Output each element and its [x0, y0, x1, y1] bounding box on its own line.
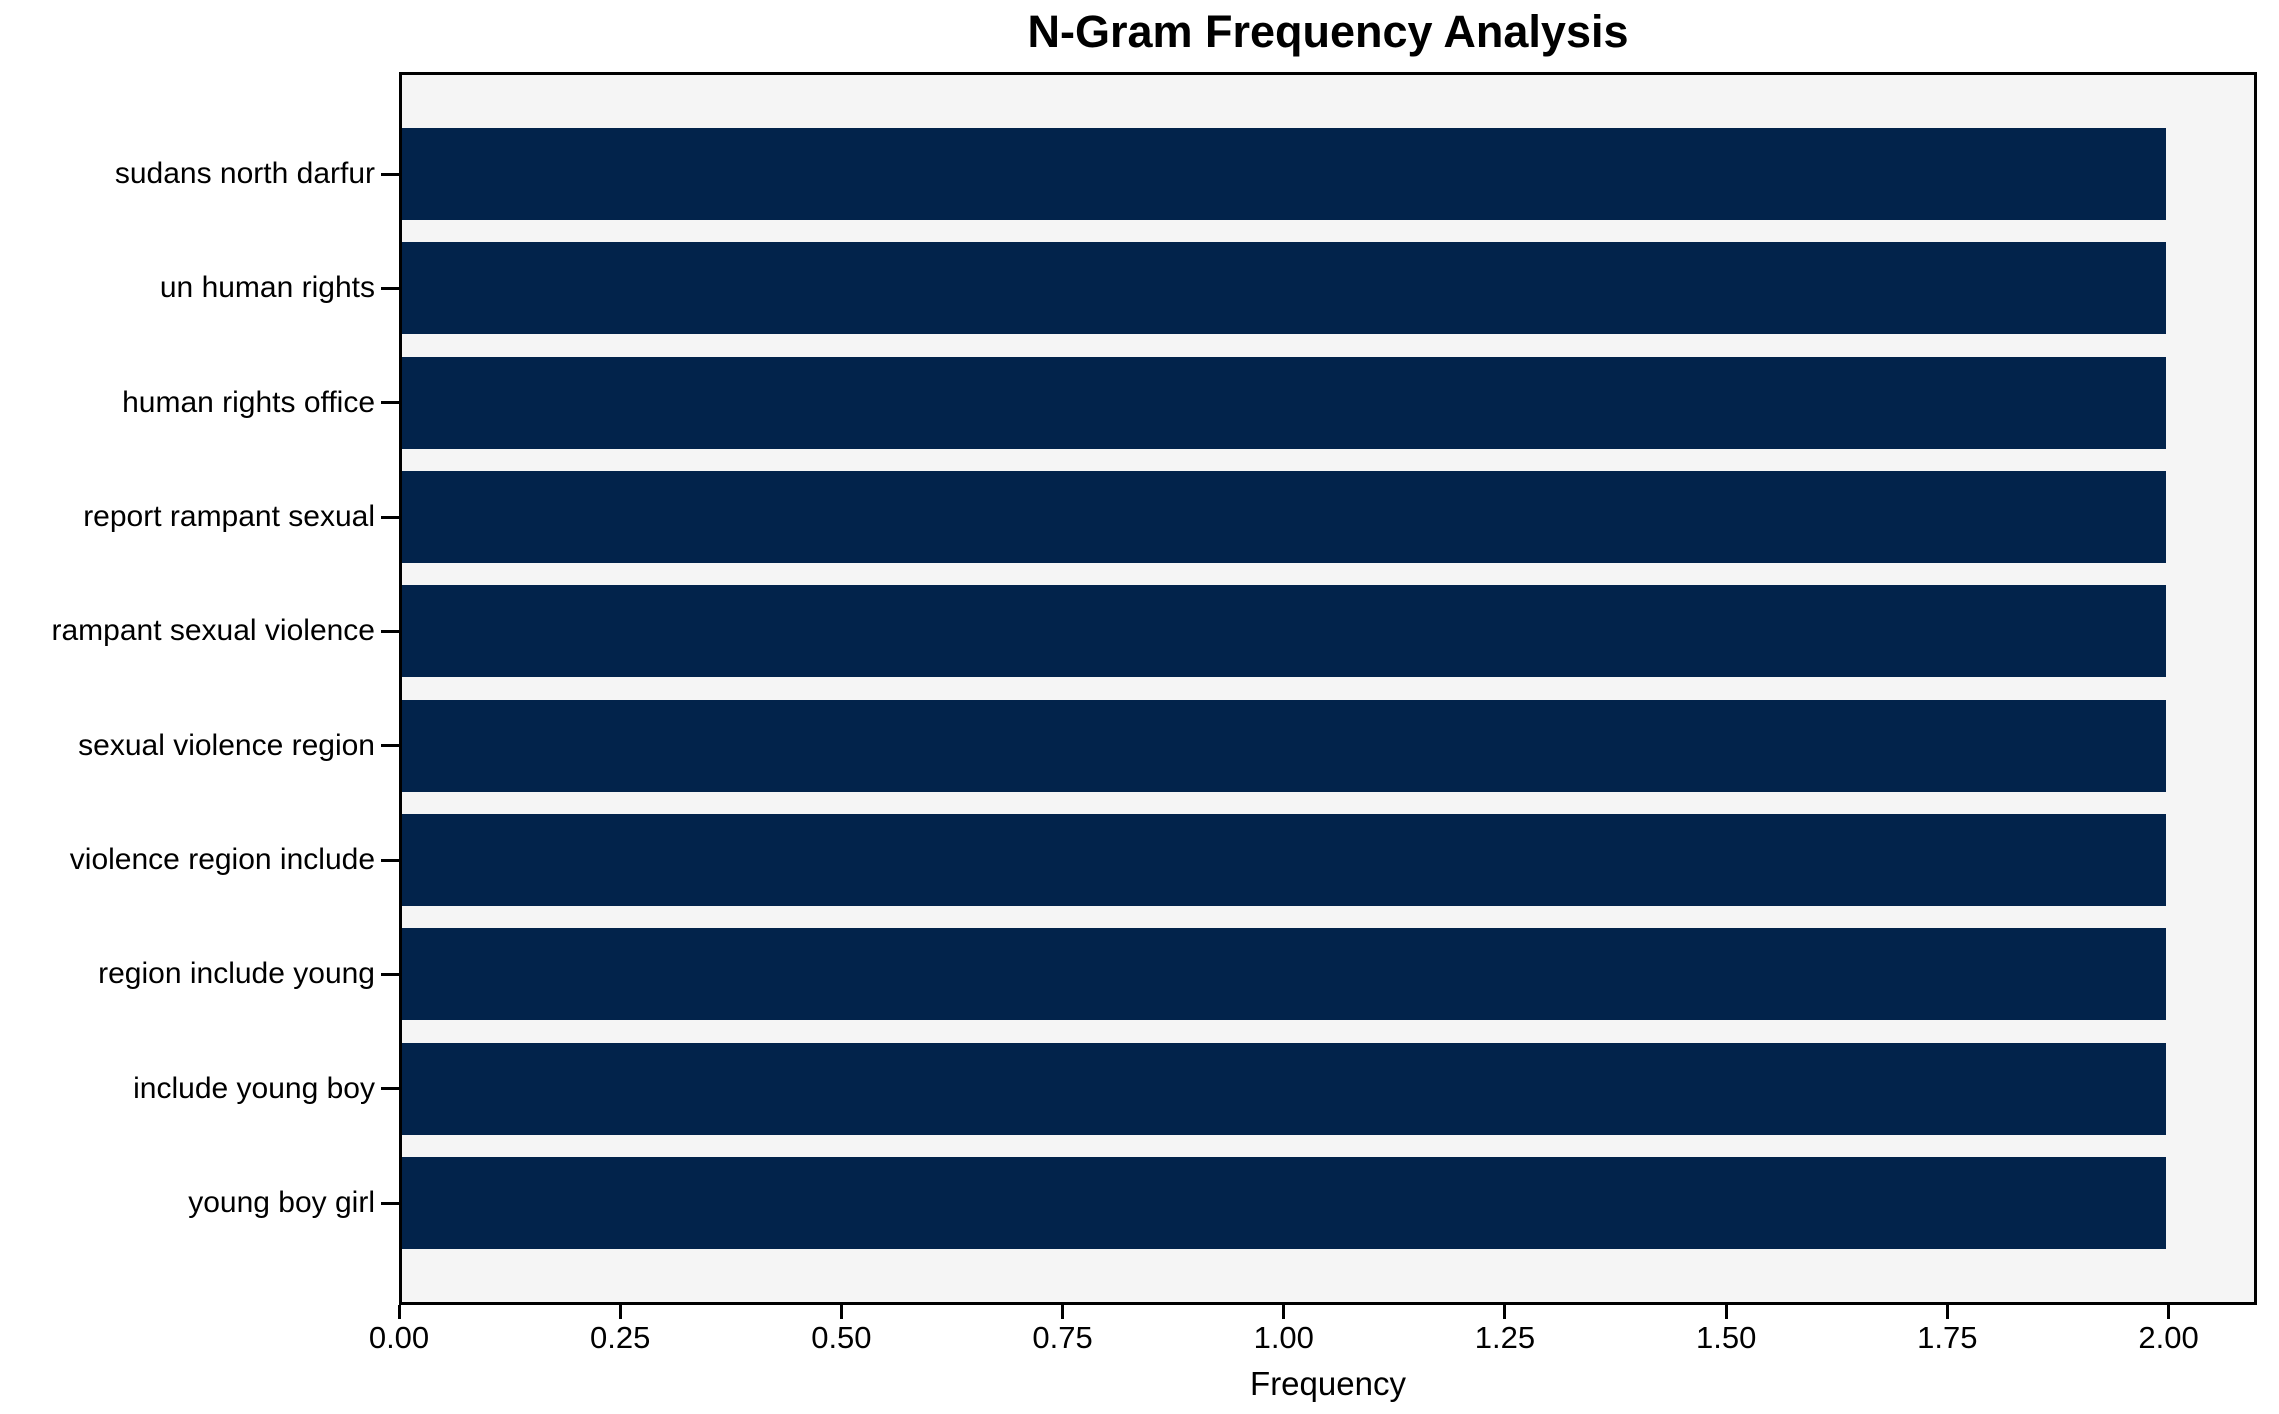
y-tick-mark [381, 1087, 399, 1091]
bar-row [402, 242, 2254, 335]
bar [402, 813, 2166, 906]
y-tick-label: include young boy [133, 1071, 375, 1105]
x-tick-label: 0.50 [811, 1320, 872, 1355]
bar-row [402, 356, 2254, 449]
bars-container [402, 75, 2254, 1302]
y-tick-label: rampant sexual violence [51, 614, 375, 648]
x-tick-mark [618, 1305, 622, 1319]
bar-row [402, 813, 2254, 906]
x-axis-label: Frequency [1250, 1365, 1406, 1402]
x-tick-label: 0.25 [590, 1320, 651, 1355]
x-tick-label: 1.50 [1695, 1320, 1757, 1355]
x-tick-label: 1.25 [1474, 1320, 1536, 1355]
y-tick-mark [381, 744, 399, 748]
bar [402, 242, 2166, 335]
y-tick-mark [381, 629, 399, 633]
bar-row [402, 128, 2254, 220]
y-tick-mark [381, 1201, 399, 1205]
bar-row [402, 699, 2254, 792]
x-tick-mark [1282, 1305, 1286, 1319]
x-tick-label: 2.00 [2138, 1320, 2199, 1355]
y-tick-label: report rampant sexual [83, 500, 375, 533]
x-tick-mark [1503, 1305, 1507, 1319]
bar [402, 1156, 2166, 1249]
x-tick-mark [1724, 1305, 1728, 1319]
bar [402, 1042, 2166, 1135]
plot-area [399, 72, 2257, 1305]
y-tick-label: un human rights [159, 271, 375, 305]
y-tick-label: violence region include [69, 843, 375, 876]
bar [402, 928, 2166, 1021]
bar-row [402, 928, 2254, 1021]
x-tick-label: 1.75 [1917, 1320, 1978, 1355]
chart-title: N-Gram Frequency Analysis [1027, 6, 1629, 57]
y-tick-label: human rights office [122, 385, 375, 419]
y-tick-label: sexual violence region [78, 728, 375, 762]
x-tick-mark [1061, 1305, 1065, 1319]
y-tick-mark [381, 972, 399, 976]
y-tick-mark [381, 858, 399, 862]
bar [402, 585, 2166, 678]
bar [402, 356, 2166, 449]
bar-row [402, 1042, 2254, 1135]
x-tick-label: 1.00 [1253, 1320, 1314, 1355]
x-tick-label: 0.75 [1032, 1320, 1093, 1355]
bar [402, 470, 2166, 563]
x-tick-mark [2167, 1305, 2171, 1319]
bar [402, 699, 2166, 792]
bar [402, 128, 2166, 220]
bar-row [402, 470, 2254, 563]
bar-row [402, 1156, 2254, 1249]
y-tick-mark [381, 286, 399, 290]
x-tick-mark [1945, 1305, 1949, 1319]
y-tick-label: sudans north darfur [114, 157, 375, 190]
bar-row [402, 585, 2254, 678]
x-tick-mark [839, 1305, 843, 1319]
y-tick-label: young boy girl [188, 1186, 375, 1219]
y-tick-mark [381, 401, 399, 405]
x-tick-label: 0.00 [368, 1320, 430, 1355]
x-tick-mark [397, 1305, 401, 1319]
y-tick-mark [381, 515, 399, 519]
y-tick-mark [381, 172, 399, 176]
y-tick-label: region include young [98, 957, 375, 991]
